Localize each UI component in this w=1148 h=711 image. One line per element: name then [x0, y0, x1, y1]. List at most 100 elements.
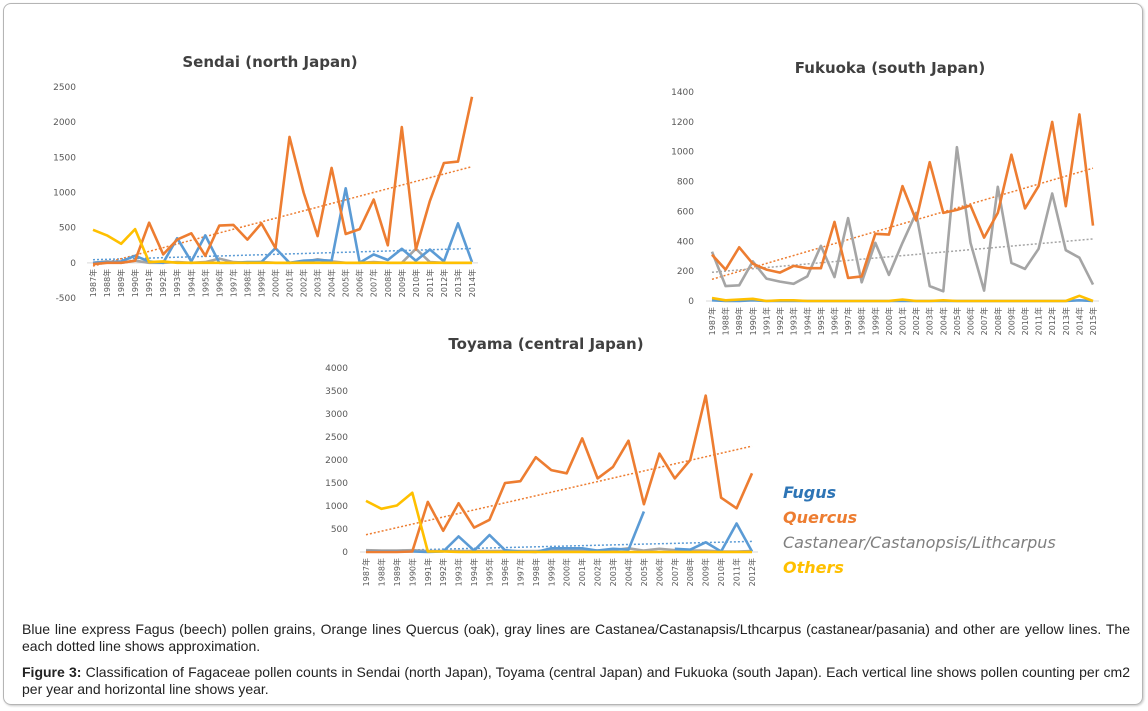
sendai-x-tick: 1987年 — [88, 269, 98, 297]
fukuoka-x-tick: 2001年 — [898, 307, 908, 335]
toyama-x-tick: 1996年 — [500, 558, 510, 586]
fukuoka-series-castanea — [710, 145, 1095, 293]
fukuoka-x-tick: 1991年 — [761, 307, 771, 335]
fukuoka-x-tick: 1990年 — [748, 307, 758, 335]
sendai-x-tick: 1995年 — [200, 269, 210, 297]
toyama-x-tick: 1998年 — [531, 558, 541, 586]
sendai-x-tick: 2008年 — [383, 269, 393, 297]
sendai-y-tick: 0 — [70, 259, 76, 269]
sendai-x-tick: 1988年 — [102, 269, 112, 297]
sendai-y-tick: 1000 — [53, 189, 76, 199]
fukuoka-x-tick: 2012年 — [1047, 307, 1057, 335]
toyama-x-tick: 2002年 — [593, 558, 603, 586]
sendai-x-tick: 2013年 — [453, 269, 463, 297]
fukuoka-x-tick: 1988年 — [721, 307, 731, 335]
toyama-x-tick: 2000年 — [562, 558, 572, 586]
sendai-y-tick: 500 — [59, 224, 76, 234]
toyama-y-tick: 2000 — [325, 456, 348, 466]
fukuoka-y-tick: 1200 — [671, 118, 694, 128]
fukuoka-title: Fukuoka (south Japan) — [795, 59, 985, 77]
toyama-y-tick: 3000 — [325, 410, 348, 420]
fukuoka-x-tick: 1992年 — [775, 307, 785, 335]
fukuoka-x-tick: 1989年 — [734, 307, 744, 335]
legend-item-fagus: Fugus — [783, 483, 837, 502]
toyama-series-quercus — [366, 394, 754, 554]
fukuoka-y-tick: 600 — [677, 207, 694, 217]
toyama-x-tick: 1997年 — [515, 558, 525, 586]
fukuoka-x-tick: 2014年 — [1074, 307, 1084, 335]
sendai-x-tick: 2001年 — [285, 269, 295, 297]
legend-item-castanea: Castanear/Castanopsis/Lithcarpus — [783, 533, 1056, 552]
toyama-trendline-quercus — [365, 445, 753, 536]
sendai-x-tick: 2011年 — [425, 269, 435, 297]
toyama-x-tick: 2004年 — [623, 558, 633, 586]
fukuoka-y-tick: 0 — [688, 297, 694, 307]
sendai-x-tick: 2003年 — [313, 269, 323, 297]
toyama-y-tick: 3500 — [325, 387, 348, 397]
toyama-title: Toyama (central Japan) — [448, 335, 643, 353]
sendai-x-tick: 1989年 — [116, 269, 126, 297]
toyama-x-tick: 1992年 — [438, 558, 448, 586]
sendai-x-tick: 2010年 — [411, 269, 421, 297]
fukuoka-x-tick: 1997年 — [843, 307, 853, 335]
sendai-title: Sendai (north Japan) — [182, 53, 357, 71]
toyama-x-tick: 1989年 — [392, 558, 402, 586]
sendai-x-tick: 2002年 — [299, 269, 309, 297]
caption-note: Blue line express Fagus (beech) pollen g… — [22, 621, 1130, 654]
sendai-x-tick: 1996年 — [214, 269, 224, 297]
fukuoka-x-tick: 2006年 — [966, 307, 976, 335]
fukuoka-y-tick: 1400 — [671, 88, 694, 98]
sendai-x-tick: 2000年 — [270, 269, 280, 297]
toyama-y-tick: 1500 — [325, 479, 348, 489]
fukuoka-x-tick: 1993年 — [789, 307, 799, 335]
fukuoka-x-tick: 2002年 — [911, 307, 921, 335]
fukuoka-x-tick: 1994年 — [802, 307, 812, 335]
figure-label: Figure 3: — [22, 664, 82, 680]
sendai-x-tick: 2005年 — [341, 269, 351, 297]
toyama-x-tick: 1990年 — [407, 558, 417, 586]
toyama-x-tick: 2010年 — [716, 558, 726, 586]
toyama-y-tick: 1000 — [325, 502, 348, 512]
sendai-x-tick: 2009年 — [397, 269, 407, 297]
sendai-x-tick: 1992年 — [158, 269, 168, 297]
fukuoka-x-tick: 2007年 — [979, 307, 989, 335]
toyama-x-tick: 2007年 — [670, 558, 680, 586]
fukuoka-x-tick: 1998年 — [857, 307, 867, 335]
fukuoka-y-tick: 800 — [677, 178, 694, 188]
sendai-x-tick: 1997年 — [228, 269, 238, 297]
toyama-x-tick: 2009年 — [701, 558, 711, 586]
fukuoka-x-tick: 2000年 — [884, 307, 894, 335]
fukuoka-y-tick: 400 — [677, 237, 694, 247]
sendai-x-tick: 1998年 — [242, 269, 252, 297]
fukuoka-x-tick: 2008年 — [993, 307, 1003, 335]
figure-frame — [3, 3, 1143, 705]
toyama-x-tick: 1994年 — [469, 558, 479, 586]
sendai-y-tick: 2000 — [53, 118, 76, 128]
fukuoka-series-others — [711, 294, 1094, 303]
toyama-x-tick: 2011年 — [732, 558, 742, 586]
sendai-x-tick: 1993年 — [172, 269, 182, 297]
fukuoka-x-tick: 2011年 — [1034, 307, 1044, 335]
sendai-y-tick: 1500 — [53, 153, 76, 163]
fukuoka-x-tick: 2003年 — [925, 307, 935, 335]
legend-item-quercus: Quercus — [783, 508, 858, 527]
toyama-x-tick: 2003年 — [608, 558, 618, 586]
toyama-x-tick: 2008年 — [685, 558, 695, 586]
fukuoka-x-tick: 2004年 — [938, 307, 948, 335]
sendai-y-tick: 2500 — [53, 83, 76, 93]
fukuoka-x-tick: 2009年 — [1006, 307, 1016, 335]
toyama-y-tick: 4000 — [325, 364, 348, 374]
sendai-y-tick: -500 — [56, 294, 77, 304]
sendai-trendline-quercus — [92, 165, 473, 267]
toyama-x-tick: 1993年 — [454, 558, 464, 586]
fukuoka-series-quercus — [711, 113, 1095, 280]
legend-item-others: Others — [783, 558, 844, 577]
fukuoka-x-tick: 2015年 — [1088, 307, 1098, 335]
toyama-y-tick: 500 — [331, 525, 348, 535]
toyama-y-tick: 2500 — [325, 433, 348, 443]
fukuoka-x-tick: 2005年 — [952, 307, 962, 335]
sendai-x-tick: 1994年 — [186, 269, 196, 297]
fukuoka-x-tick: 2013年 — [1061, 307, 1071, 335]
fukuoka-y-tick: 200 — [677, 267, 694, 277]
